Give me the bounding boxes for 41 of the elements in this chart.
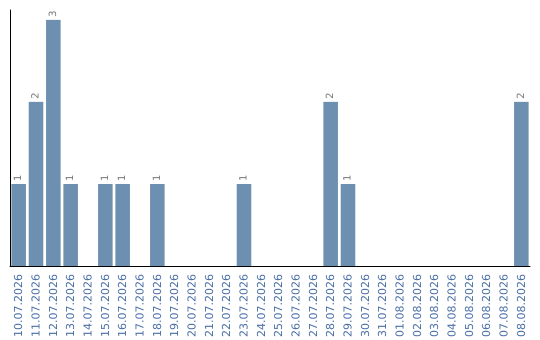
x-tick-label: 31.07.2026 xyxy=(376,274,390,338)
x-tick-label: 20.07.2026 xyxy=(186,274,198,338)
x-tick-label: 18.07.2026 xyxy=(150,274,164,338)
data-label: 2 xyxy=(516,92,527,99)
x-tick-label: 28.07.2026 xyxy=(324,274,338,338)
data-label: 3 xyxy=(48,10,59,17)
x-tick-label: 21.07.2026 xyxy=(202,274,216,338)
x-tick-label: 01.08.2026 xyxy=(394,274,406,338)
x-tick-label: 15.07.2026 xyxy=(98,274,112,338)
x-tick-label: 26.07.2026 xyxy=(290,274,302,338)
data-label: 1 xyxy=(152,174,163,181)
x-tick-label: 07.08.2026 xyxy=(498,274,510,338)
x-tick-label: 11.07.2026 xyxy=(30,274,42,338)
x-tick-label: 27.07.2026 xyxy=(306,274,320,338)
data-label: 1 xyxy=(238,174,250,181)
data-label: 2 xyxy=(30,92,42,99)
data-label: 1 xyxy=(100,174,111,181)
x-tick-label: 16.07.2026 xyxy=(116,274,130,338)
data-label: 2 xyxy=(325,92,336,99)
x-tick-label: 30.07.2026 xyxy=(358,274,372,338)
x-tick-label: 10.07.2026 xyxy=(12,274,26,338)
data-label: 1 xyxy=(13,174,24,181)
x-tick-label: 24.07.2026 xyxy=(254,274,268,338)
x-tick-label: 02.08.2026 xyxy=(410,274,424,338)
x-tick-label: 19.07.2026 xyxy=(168,274,182,338)
x-tick-label: 05.08.2026 xyxy=(462,274,476,338)
data-label: 1 xyxy=(342,174,354,181)
x-tick-label: 12.07.2026 xyxy=(46,274,60,338)
x-tick-label: 03.08.2026 xyxy=(428,274,442,338)
x-tick-label: 23.07.2026 xyxy=(238,274,250,338)
x-tick-label: 29.07.2026 xyxy=(342,274,354,338)
x-tick-label: 13.07.2026 xyxy=(64,274,78,338)
x-tick-label: 22.07.2026 xyxy=(220,274,234,338)
data-label: 1 xyxy=(65,174,76,181)
x-tick-label: 17.07.2026 xyxy=(134,274,146,338)
data-label: 1 xyxy=(117,174,128,181)
x-tick-label: 14.07.2026 xyxy=(82,274,94,338)
x-tick-label: 08.08.2026 xyxy=(514,274,528,338)
x-tick-label: 06.08.2026 xyxy=(480,274,494,338)
x-tick-label: 25.07.2026 xyxy=(272,274,286,338)
x-tick-label: 04.08.2026 xyxy=(446,274,458,338)
